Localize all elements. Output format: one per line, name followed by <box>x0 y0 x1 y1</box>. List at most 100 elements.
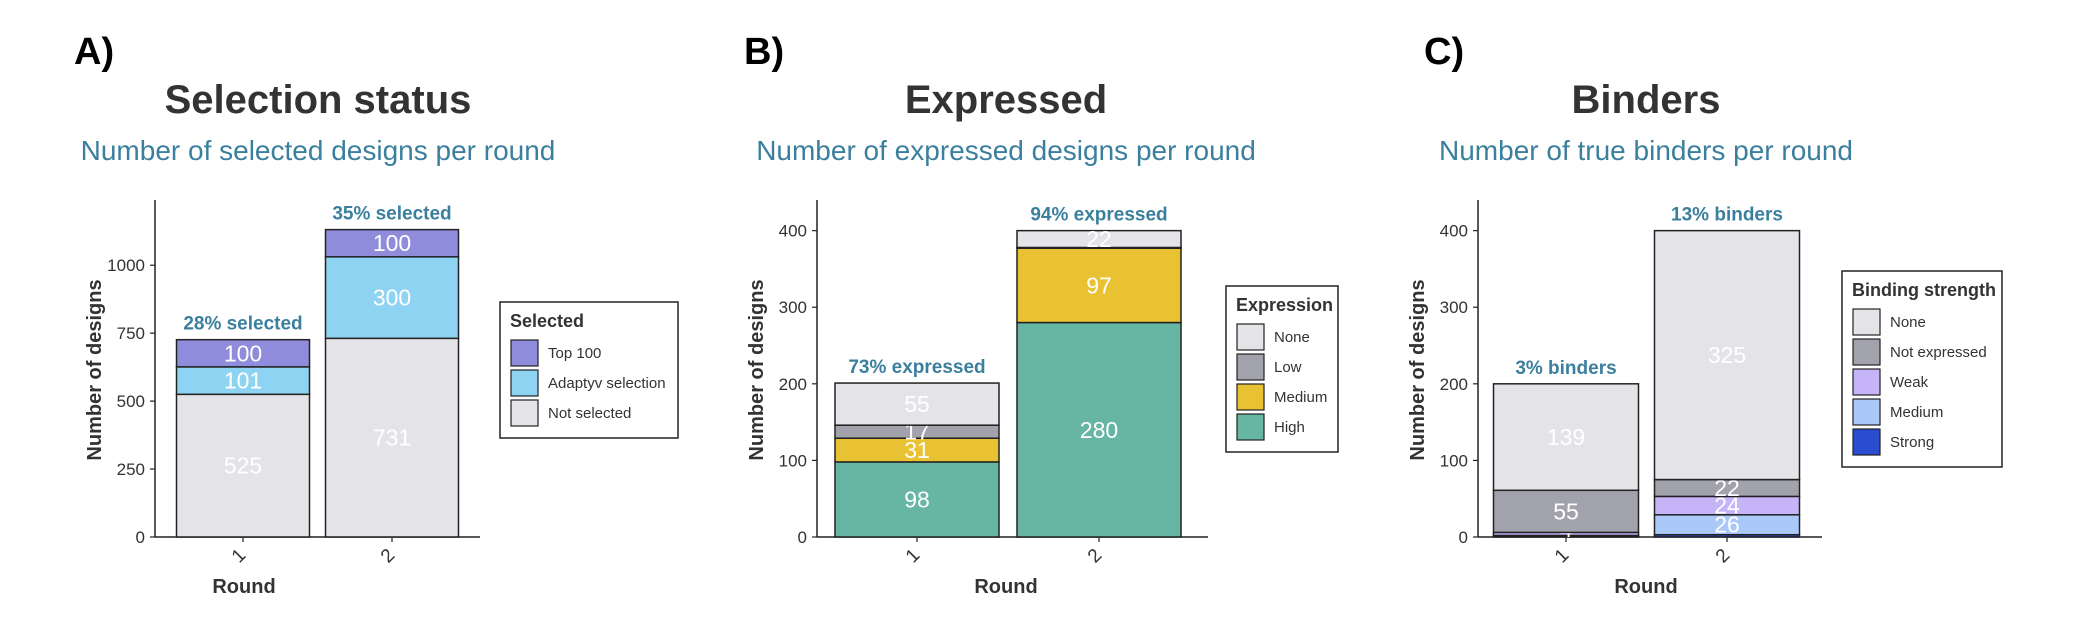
bar-segment <box>175 366 311 396</box>
legend-swatch <box>510 369 539 397</box>
bar-value-label: 55 <box>1553 498 1579 524</box>
legend-item: Adaptyv selection <box>548 375 666 392</box>
y-tick-label: 100 <box>1440 451 1468 470</box>
y-tick-label: 100 <box>779 451 807 470</box>
y-tick-label: 1000 <box>107 256 145 275</box>
bar-segment <box>834 382 1000 426</box>
y-tick-label: 400 <box>1440 222 1468 241</box>
y-tick-label: 300 <box>779 298 807 317</box>
y-tick-label: 400 <box>779 222 807 241</box>
panel-letter: C) <box>1424 31 1464 73</box>
bar-value-label: 300 <box>373 285 411 311</box>
bar-annotation: 73% expressed <box>848 357 985 378</box>
y-axis-label: Number of designs <box>1407 279 1429 460</box>
legend-title: Selected <box>510 311 584 331</box>
bar-segment <box>1016 321 1182 538</box>
bar-value-label: 731 <box>373 425 411 451</box>
bar-value-label: 100 <box>373 230 411 256</box>
legend-item: Top 100 <box>548 345 601 362</box>
panel-title: Binders <box>1572 78 1721 122</box>
bar-value-label: 101 <box>224 368 262 394</box>
bar-segment <box>1016 229 1182 249</box>
bar-segment <box>1492 383 1640 492</box>
bar-segment <box>175 338 311 368</box>
bar-annotation: 3% binders <box>1515 358 1616 379</box>
legend-item: Weak <box>1890 374 1929 391</box>
panel-subtitle: Number of true binders per round <box>1439 135 1853 166</box>
legend-swatch <box>1852 368 1881 396</box>
y-tick-label: 750 <box>117 324 145 343</box>
x-axis-label: Round <box>974 576 1037 598</box>
x-tick-label: 2 <box>1084 545 1106 567</box>
bar-value-label: 100 <box>224 340 262 366</box>
legend-swatch <box>1236 383 1265 411</box>
panel-letter: A) <box>74 31 114 73</box>
y-tick-label: 300 <box>1440 298 1468 317</box>
bar-annotation: 35% selected <box>332 204 451 225</box>
bar-value-label: 280 <box>1080 417 1118 443</box>
x-tick-label: 2 <box>1712 545 1734 567</box>
y-tick-label: 500 <box>117 392 145 411</box>
legend-item: Medium <box>1890 404 1943 421</box>
legend: Expression None Low Medium High <box>1225 285 1339 453</box>
panel-title: Selection status <box>165 78 472 122</box>
legend: Selected Top 100 Adaptyv selection Not s… <box>499 301 679 439</box>
legend-swatch <box>510 339 539 367</box>
bar-value-label: 26 <box>1714 512 1740 538</box>
legend-swatch <box>1852 338 1881 366</box>
x-tick-label: 1 <box>228 545 250 567</box>
panel-b: B) Expressed Number of expressed designs… <box>744 31 1339 598</box>
legend-item: Not expressed <box>1890 344 1987 361</box>
x-axis-label: Round <box>1614 576 1677 598</box>
x-axis-label: Round <box>212 576 275 598</box>
legend-item: Low <box>1274 359 1302 376</box>
bar-value-label: 139 <box>1547 424 1585 450</box>
panel-subtitle: Number of selected designs per round <box>81 135 556 166</box>
bar-value-label: 97 <box>1086 272 1112 298</box>
legend-title: Binding strength <box>1852 280 1996 300</box>
panel-letter: B) <box>744 31 784 73</box>
panel-title: Expressed <box>905 78 1107 122</box>
x-tick-label: 2 <box>377 545 399 567</box>
legend-item: Not selected <box>548 405 631 422</box>
bar-segment <box>1016 247 1182 324</box>
legend-item: Strong <box>1890 434 1934 451</box>
x-tick-label: 1 <box>902 545 924 567</box>
legend-item: Medium <box>1274 389 1327 406</box>
y-tick-label: 0 <box>798 528 807 547</box>
legend-item: None <box>1274 329 1310 346</box>
y-tick-label: 0 <box>1459 528 1468 547</box>
legend-title: Expression <box>1236 295 1333 315</box>
bar-annotation: 13% binders <box>1671 205 1783 226</box>
legend-swatch <box>1236 353 1265 381</box>
bar-value-label: 55 <box>904 391 930 417</box>
bar-value-label: 31 <box>904 437 930 463</box>
y-axis-label: Number of designs <box>84 279 106 460</box>
panel-subtitle: Number of expressed designs per round <box>756 135 1256 166</box>
bar-segment <box>324 256 460 340</box>
legend-swatch <box>1852 308 1881 336</box>
y-axis-label: Number of designs <box>746 279 768 460</box>
legend-item: None <box>1890 314 1926 331</box>
bar-annotation: 28% selected <box>183 314 302 335</box>
y-tick-label: 200 <box>1440 375 1468 394</box>
x-tick-label: 1 <box>1551 545 1573 567</box>
bar-value-label: 22 <box>1086 226 1112 252</box>
panel-c: C) Binders Number of true binders per ro… <box>1407 31 2003 598</box>
legend-swatch <box>510 399 539 427</box>
bar-value-label: 98 <box>904 486 930 512</box>
y-tick-label: 0 <box>136 528 145 547</box>
bar-value-label: 525 <box>224 453 262 479</box>
bar-segment <box>1653 229 1801 481</box>
legend-swatch <box>1236 413 1265 441</box>
bar-value-label: 325 <box>1708 342 1746 368</box>
panel-a: A) Selection status Number of selected d… <box>74 31 679 598</box>
legend-swatch <box>1852 398 1881 426</box>
bar-segment <box>324 228 460 258</box>
bar-segment <box>324 337 460 538</box>
bar-annotation: 94% expressed <box>1030 205 1167 226</box>
bar-segment <box>1492 489 1640 534</box>
